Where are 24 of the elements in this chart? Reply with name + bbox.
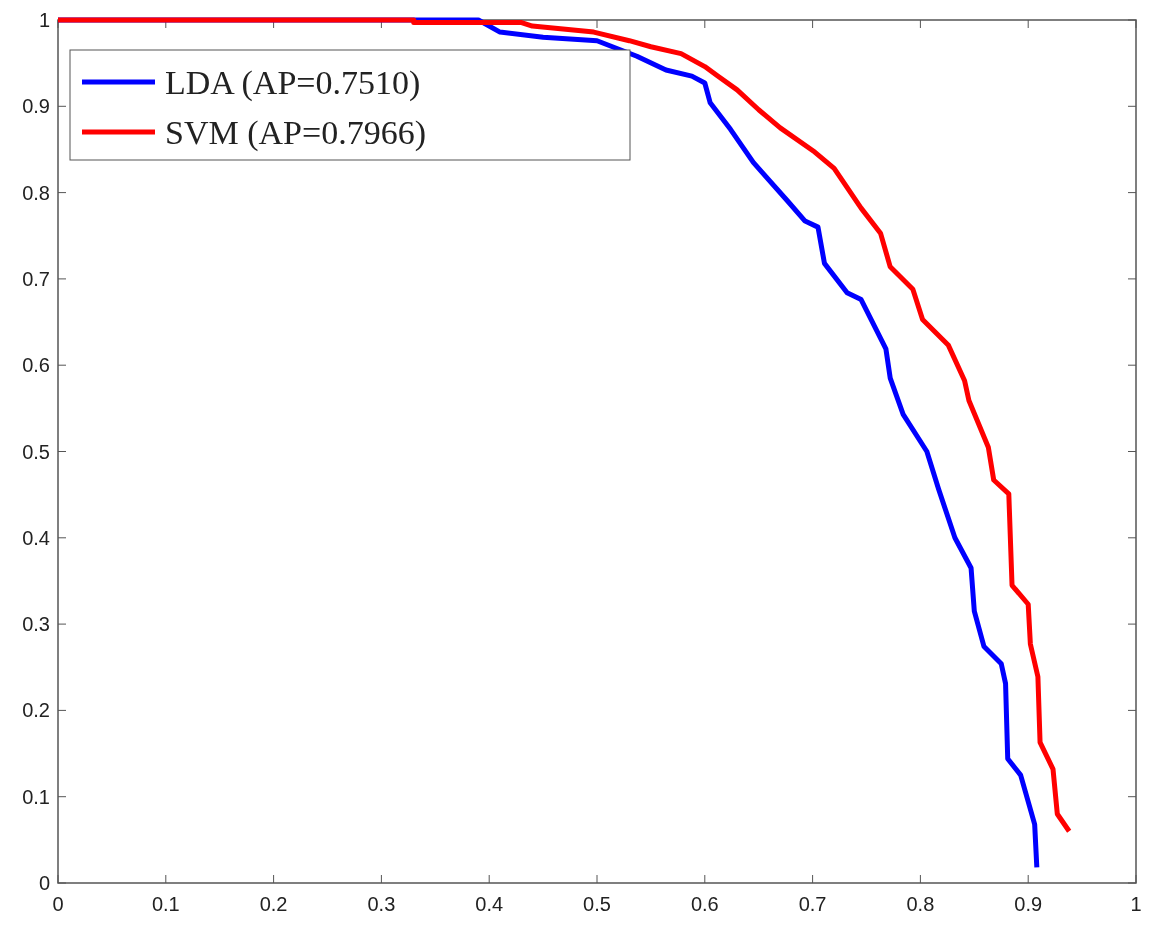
y-tick-label: 1: [38, 9, 50, 31]
x-tick-label: 0.8: [906, 893, 935, 915]
y-tick-label: 0.4: [22, 526, 50, 549]
y-tick-label: 0.7: [22, 267, 50, 290]
x-tick-label: 0.1: [151, 893, 180, 915]
y-tick-label: 0: [38, 872, 50, 894]
y-tick-label: 0.6: [22, 354, 50, 377]
y-tick-label: 0.2: [22, 699, 50, 722]
y-tick-label: 0.8: [22, 181, 50, 204]
y-tick-label: 0.1: [22, 785, 50, 808]
x-tick-label: 0.7: [798, 893, 827, 915]
x-tick-label: 0.9: [1014, 893, 1043, 915]
x-tick-label: 0.6: [690, 893, 719, 915]
x-tick-label: 0.2: [259, 893, 288, 915]
y-tick-label: 0.5: [22, 440, 50, 463]
legend-label: SVM (AP=0.7966): [165, 114, 426, 152]
x-tick-label: 0.4: [475, 893, 504, 915]
x-tick-label: 0.5: [583, 893, 611, 915]
y-tick-label: 0.9: [22, 95, 50, 118]
x-tick-label: 0: [52, 893, 64, 915]
x-tick-label: 0.3: [367, 893, 396, 915]
y-tick-label: 0.3: [22, 613, 50, 636]
x-tick-label: 1: [1130, 893, 1142, 915]
legend-label: LDA (AP=0.7510): [165, 64, 421, 102]
